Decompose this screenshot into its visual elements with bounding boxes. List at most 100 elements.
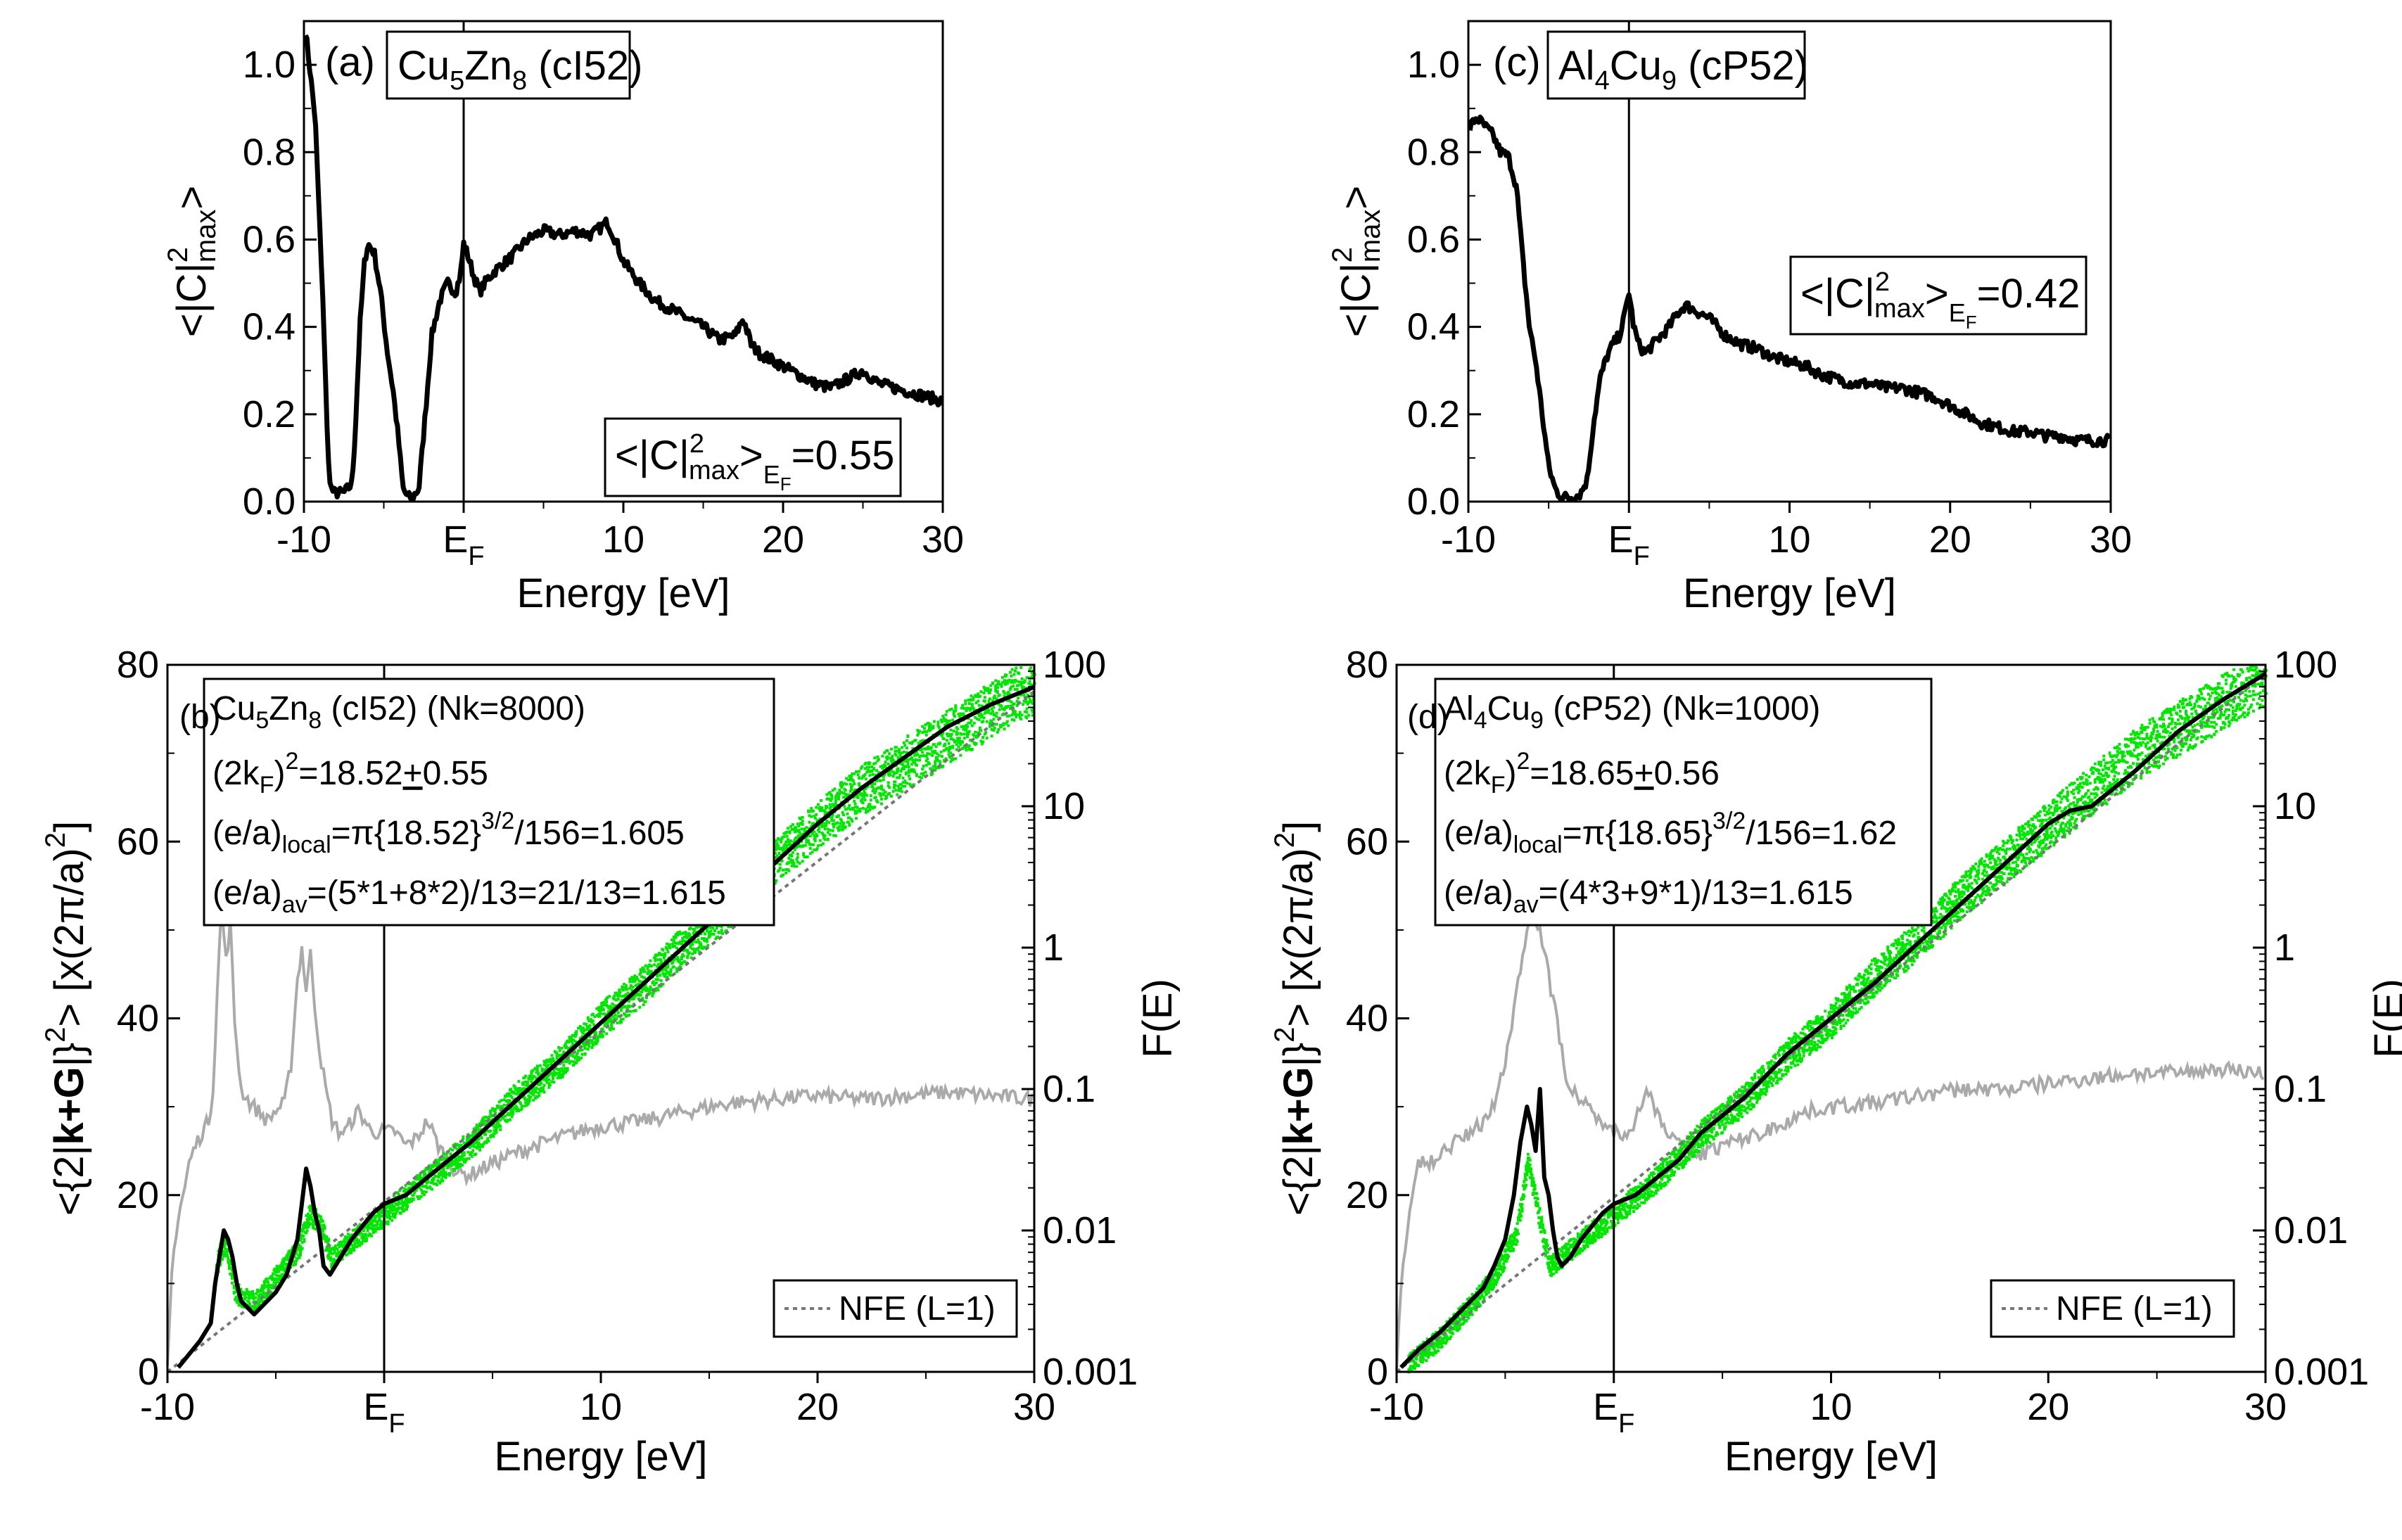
info-box [1434,677,1933,927]
text-span: <{2| [46,1145,92,1216]
text-span: 2 [163,247,193,262]
nfe-line-series [1395,673,2267,1373]
y-tick-label: 20 [117,1174,159,1216]
text-span: E [443,518,468,561]
text-span: > [739,433,763,478]
y-tick-label: 0.8 [1407,131,1460,173]
text-span: (cP52) (Nk=1000) [1544,690,1821,727]
text-span: 2 [40,1027,71,1043]
x-tick-label: 10 [602,518,644,561]
text-span: <|C| [169,262,215,337]
y-tick-label: 80 [117,644,159,686]
text-span: (cI52) [527,43,642,89]
text-span: 0.56 [1654,755,1720,792]
text-span: 2 [1327,247,1358,262]
text-span: (cP52) [1677,43,1808,89]
x-tick-label: -10 [1441,518,1496,561]
y-tick-label: 40 [117,998,159,1040]
panel-label: (a) [325,39,375,85]
text-span: =0.42 [1977,271,2080,317]
text-span: local [1513,832,1563,858]
text-span: max [191,210,222,263]
text-span: 2 [285,748,298,775]
x-tick-label: 10 [580,1386,622,1428]
text-span: F [1491,772,1506,798]
fe-line-series [1395,905,2265,1371]
y2-tick-label: 1 [1043,927,1064,969]
text-span: <{2| [1276,1145,1321,1216]
text-span: (2k [1444,755,1492,792]
scatter-cloud-series [215,666,1036,1313]
chart-title: Al4Cu9 (cP52) (Nk=1000) [1444,690,1820,734]
x-axis-label: Energy [eV] [516,571,730,616]
y2-tick-label: 10 [1043,785,1085,827]
panel-label: (c) [1493,39,1541,85]
legend-box [773,1279,1018,1338]
y2-tick-label: 0.01 [2274,1209,2348,1252]
y-tick-label: 0.0 [1407,481,1460,523]
annotation-box [604,417,902,497]
x-tick-label: -10 [1369,1386,1424,1428]
panel-label: (d) [1407,699,1449,736]
y-tick-label: 40 [1346,998,1388,1040]
y2-tick-label: 1 [2274,927,2295,969]
text-span: max [1355,210,1386,263]
text-span: 2 [1516,748,1530,775]
text-span: 2 [1875,267,1890,297]
text-span: =18.65 [1530,755,1634,792]
x-tick-label: -10 [140,1386,195,1428]
text-span: av [282,891,307,918]
x-tick-label: EF [1593,1386,1634,1439]
text-span: 4 [1474,707,1487,734]
text-span: F [780,473,792,495]
x-tick-label: 10 [1810,1386,1852,1428]
text-span: Cu [1610,43,1662,89]
text-span: F [1634,542,1650,571]
x-tick-label: 30 [2244,1386,2287,1428]
y-tick-label: 0.8 [243,131,296,173]
info-line: (e/a)av=(5*1+8*2)/13=21/13=1.615 [212,874,726,918]
curve-series [1467,114,2111,502]
y2-tick-label: 10 [2274,785,2316,827]
y-axis-label: <{2|k+G|}2> [x(2π/a)2] [40,821,92,1216]
title-box [1546,30,1806,100]
text-span: |} [46,1043,92,1067]
text-span: max [689,456,739,485]
y-tick-label: 0.2 [243,393,296,435]
text-span: 4 [1595,66,1610,96]
y2-tick-label: 0.1 [1043,1068,1095,1110]
panel-label: (b) [179,699,221,736]
text-span: E [363,1386,388,1428]
x-axis-label: Energy [eV] [1683,571,1896,616]
legend-box [1990,1279,2235,1338]
info-line: (2kF)2=18.65+0.56 [1444,748,1720,798]
text-span: Zn [269,690,308,727]
chart-title: Cu5Zn8 (cI52) [398,43,643,96]
text-span: k+G [46,1067,92,1145]
text-span: F [1618,1409,1634,1439]
y-tick-label: 0.4 [243,306,296,348]
y2-tick-label: 0.001 [1043,1351,1138,1393]
scatter-cloud-series [1407,665,2268,1374]
mean-curve-series [1399,672,2267,1369]
info-box [203,677,775,927]
text-span: 9 [1530,707,1544,734]
y-tick-label: 60 [117,820,159,863]
text-span: ) [1505,755,1516,792]
text-span: k+G [1276,1067,1321,1145]
text-span: + [1634,755,1654,792]
y-tick-label: 0.6 [243,218,296,260]
x-tick-label: 20 [2027,1386,2069,1428]
annotation-text: <|C|2 max>EF=0.55 [615,429,894,495]
text-span: 2 [1269,1027,1300,1043]
text-span: (e/a) [212,874,282,912]
text-span: av [1513,891,1539,918]
x-tick-label: 20 [762,518,804,561]
text-span: > [x(2π/a) [1276,848,1321,1026]
annotation-text: <|C|2 max>EF=0.42 [1800,267,2080,333]
x-tick-label: 30 [2090,518,2132,561]
text-span: Cu [1487,690,1530,727]
